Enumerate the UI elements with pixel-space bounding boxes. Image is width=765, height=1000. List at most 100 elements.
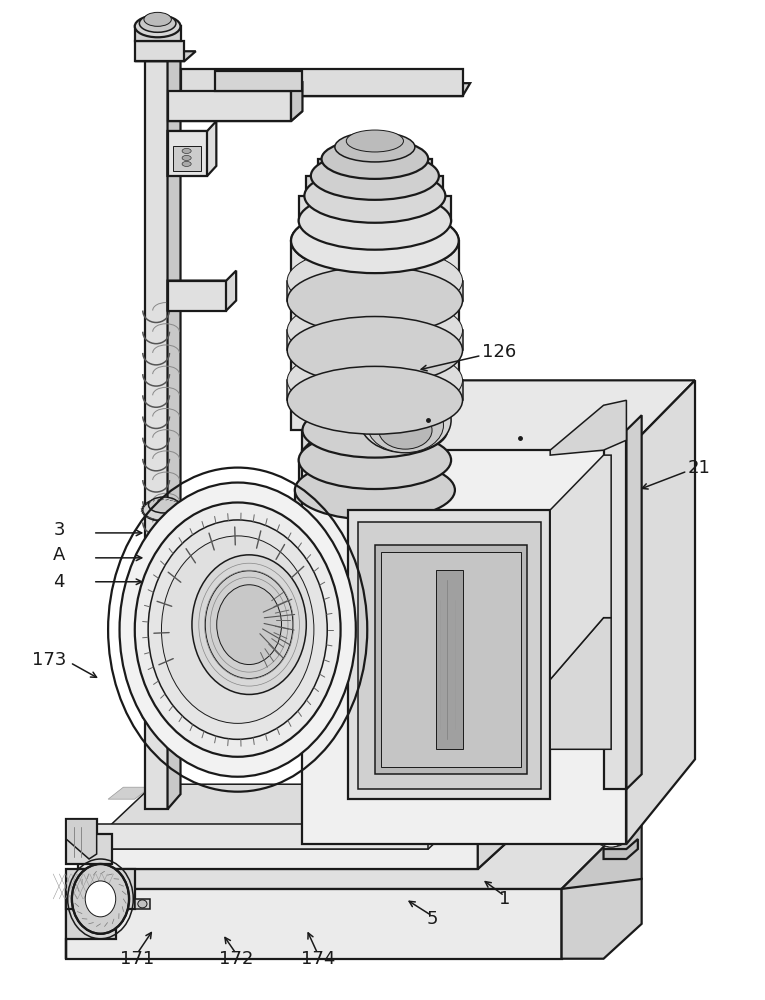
Polygon shape [306, 176, 444, 196]
Polygon shape [190, 787, 232, 799]
Ellipse shape [379, 411, 432, 449]
Polygon shape [135, 899, 150, 909]
Polygon shape [231, 787, 273, 799]
Text: 173: 173 [32, 651, 67, 669]
Polygon shape [168, 271, 236, 311]
Ellipse shape [287, 297, 463, 364]
Polygon shape [395, 787, 437, 799]
Polygon shape [168, 281, 226, 311]
Polygon shape [168, 121, 216, 176]
Ellipse shape [298, 192, 451, 250]
Ellipse shape [291, 208, 459, 273]
Text: 174: 174 [301, 950, 335, 968]
Polygon shape [135, 41, 184, 61]
Polygon shape [550, 455, 611, 680]
Ellipse shape [601, 837, 620, 847]
Ellipse shape [119, 483, 356, 777]
Ellipse shape [144, 12, 171, 26]
Polygon shape [143, 670, 184, 699]
Polygon shape [135, 51, 196, 61]
Text: 171: 171 [120, 950, 155, 968]
Polygon shape [77, 799, 554, 869]
Polygon shape [313, 787, 355, 799]
Polygon shape [168, 111, 302, 121]
Ellipse shape [291, 208, 459, 273]
Polygon shape [436, 787, 478, 799]
Ellipse shape [145, 666, 183, 683]
Ellipse shape [143, 660, 184, 680]
Polygon shape [627, 415, 642, 789]
Text: 21: 21 [688, 459, 710, 477]
Polygon shape [381, 552, 521, 767]
Polygon shape [168, 131, 207, 176]
Polygon shape [67, 819, 112, 864]
Ellipse shape [138, 900, 147, 908]
Polygon shape [287, 330, 463, 350]
Text: 172: 172 [219, 950, 253, 968]
Ellipse shape [298, 431, 451, 489]
Polygon shape [67, 889, 116, 959]
Polygon shape [149, 787, 191, 799]
Polygon shape [550, 618, 611, 749]
Polygon shape [478, 769, 554, 869]
Text: A: A [54, 546, 66, 564]
Ellipse shape [287, 267, 463, 334]
Polygon shape [291, 241, 459, 430]
Polygon shape [145, 61, 168, 809]
Polygon shape [168, 91, 291, 121]
Polygon shape [627, 380, 695, 844]
Text: 126: 126 [482, 343, 516, 361]
Text: 3: 3 [54, 521, 65, 539]
Ellipse shape [148, 520, 327, 739]
Ellipse shape [139, 14, 176, 32]
Text: 5: 5 [426, 910, 438, 928]
Polygon shape [291, 81, 302, 121]
Polygon shape [287, 380, 463, 400]
Polygon shape [298, 196, 451, 221]
Polygon shape [77, 839, 478, 869]
Ellipse shape [135, 15, 181, 37]
Polygon shape [168, 56, 181, 809]
Ellipse shape [142, 499, 185, 521]
Polygon shape [348, 510, 550, 799]
Polygon shape [604, 430, 627, 789]
Ellipse shape [72, 864, 129, 934]
Ellipse shape [287, 346, 463, 414]
Polygon shape [135, 26, 181, 41]
Polygon shape [295, 490, 455, 520]
Polygon shape [67, 809, 642, 889]
Ellipse shape [148, 497, 179, 513]
Polygon shape [317, 159, 432, 176]
Polygon shape [562, 809, 642, 959]
Ellipse shape [311, 152, 439, 200]
Polygon shape [329, 450, 360, 500]
Polygon shape [108, 787, 150, 799]
Polygon shape [67, 869, 135, 909]
Ellipse shape [135, 502, 340, 757]
Ellipse shape [287, 317, 463, 384]
Polygon shape [333, 147, 417, 159]
Text: 1: 1 [499, 890, 510, 908]
Polygon shape [302, 430, 448, 460]
Ellipse shape [347, 130, 403, 152]
Polygon shape [550, 400, 627, 455]
Polygon shape [85, 784, 496, 849]
Polygon shape [354, 787, 396, 799]
Ellipse shape [304, 169, 445, 223]
Ellipse shape [287, 366, 463, 434]
Ellipse shape [148, 711, 179, 727]
Polygon shape [302, 380, 695, 450]
Polygon shape [85, 824, 428, 849]
Polygon shape [358, 522, 541, 789]
Ellipse shape [216, 585, 282, 665]
Polygon shape [215, 71, 302, 91]
Ellipse shape [287, 247, 463, 315]
Polygon shape [181, 69, 463, 96]
Ellipse shape [205, 571, 293, 679]
Polygon shape [302, 450, 627, 844]
Ellipse shape [161, 536, 314, 723]
Ellipse shape [182, 155, 191, 160]
Polygon shape [173, 146, 201, 171]
Polygon shape [67, 819, 96, 859]
Polygon shape [287, 281, 463, 301]
